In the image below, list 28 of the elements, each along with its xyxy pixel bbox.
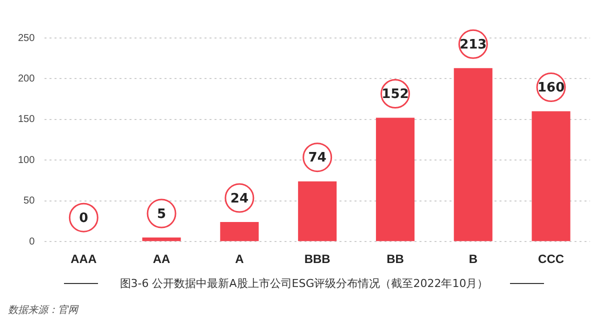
x-tick-label: AAA — [70, 252, 97, 266]
data-label: 5 — [157, 206, 166, 222]
data-label: 74 — [308, 150, 326, 166]
data-label: 213 — [460, 38, 487, 53]
text: 图3-6 公开数据中最新A股上市公司ESG评级分布情况（截至2022年10月） — [120, 276, 488, 291]
data-label: 0 — [79, 210, 88, 226]
y-tick-label: 200 — [18, 73, 36, 84]
bar — [376, 118, 415, 242]
x-tick-label: B — [468, 252, 478, 266]
source-note: 数据来源：官网 — [8, 304, 80, 317]
x-tick-label: AA — [152, 252, 171, 266]
data-label: 160 — [537, 80, 565, 96]
y-tick-label: 0 — [29, 236, 36, 248]
y-tick-label: 150 — [18, 114, 36, 126]
data-label: 24 — [230, 191, 248, 206]
y-tick-label: 100 — [18, 154, 36, 166]
bar — [220, 222, 259, 242]
x-tick-label: BB — [386, 252, 404, 266]
x-tick-label: A — [235, 252, 244, 266]
bar — [454, 68, 492, 242]
x-tick-label: CCC — [538, 252, 564, 266]
data-label: 152 — [382, 87, 409, 102]
y-tick-label: 250 — [18, 32, 36, 44]
bar — [298, 181, 337, 242]
bar — [532, 111, 570, 242]
bar — [142, 238, 181, 242]
y-tick-label: 50 — [24, 196, 36, 207]
x-tick-label: BBB — [304, 252, 331, 266]
